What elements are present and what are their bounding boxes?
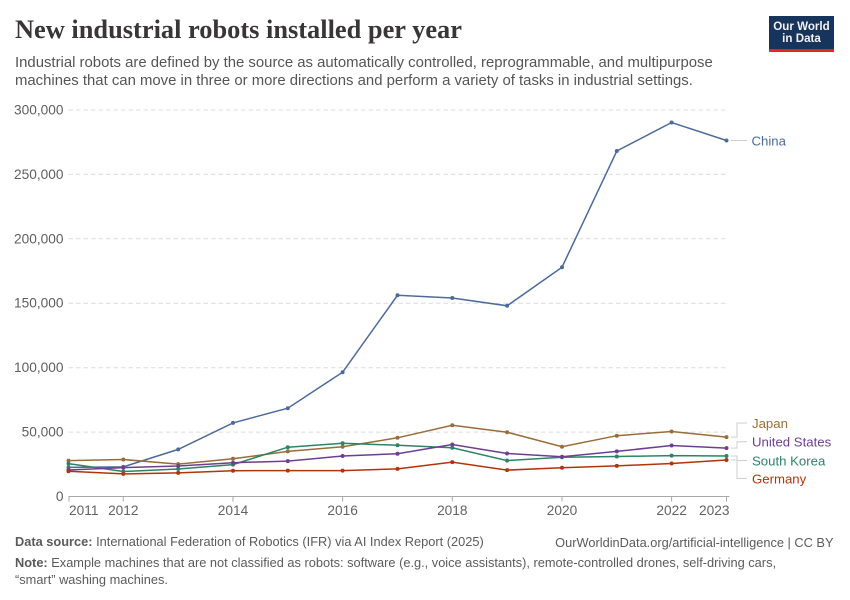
- svg-text:United States: United States: [752, 435, 832, 450]
- svg-text:China: China: [752, 134, 787, 149]
- svg-text:100,000: 100,000: [14, 360, 64, 375]
- svg-text:0: 0: [56, 489, 64, 504]
- svg-text:2023: 2023: [699, 503, 730, 518]
- svg-text:Japan: Japan: [752, 416, 788, 431]
- svg-text:50,000: 50,000: [22, 425, 64, 440]
- svg-text:300,000: 300,000: [14, 103, 64, 118]
- svg-text:2016: 2016: [327, 503, 358, 518]
- svg-text:2018: 2018: [437, 503, 468, 518]
- svg-text:Germany: Germany: [752, 471, 807, 486]
- svg-text:2014: 2014: [218, 503, 249, 518]
- svg-text:150,000: 150,000: [14, 296, 64, 311]
- svg-text:2011: 2011: [69, 503, 98, 518]
- svg-text:250,000: 250,000: [14, 167, 64, 182]
- svg-text:200,000: 200,000: [14, 231, 64, 246]
- svg-text:South Korea: South Korea: [752, 453, 826, 468]
- svg-text:2012: 2012: [108, 503, 138, 518]
- svg-text:2020: 2020: [547, 503, 578, 518]
- svg-text:2022: 2022: [656, 503, 686, 518]
